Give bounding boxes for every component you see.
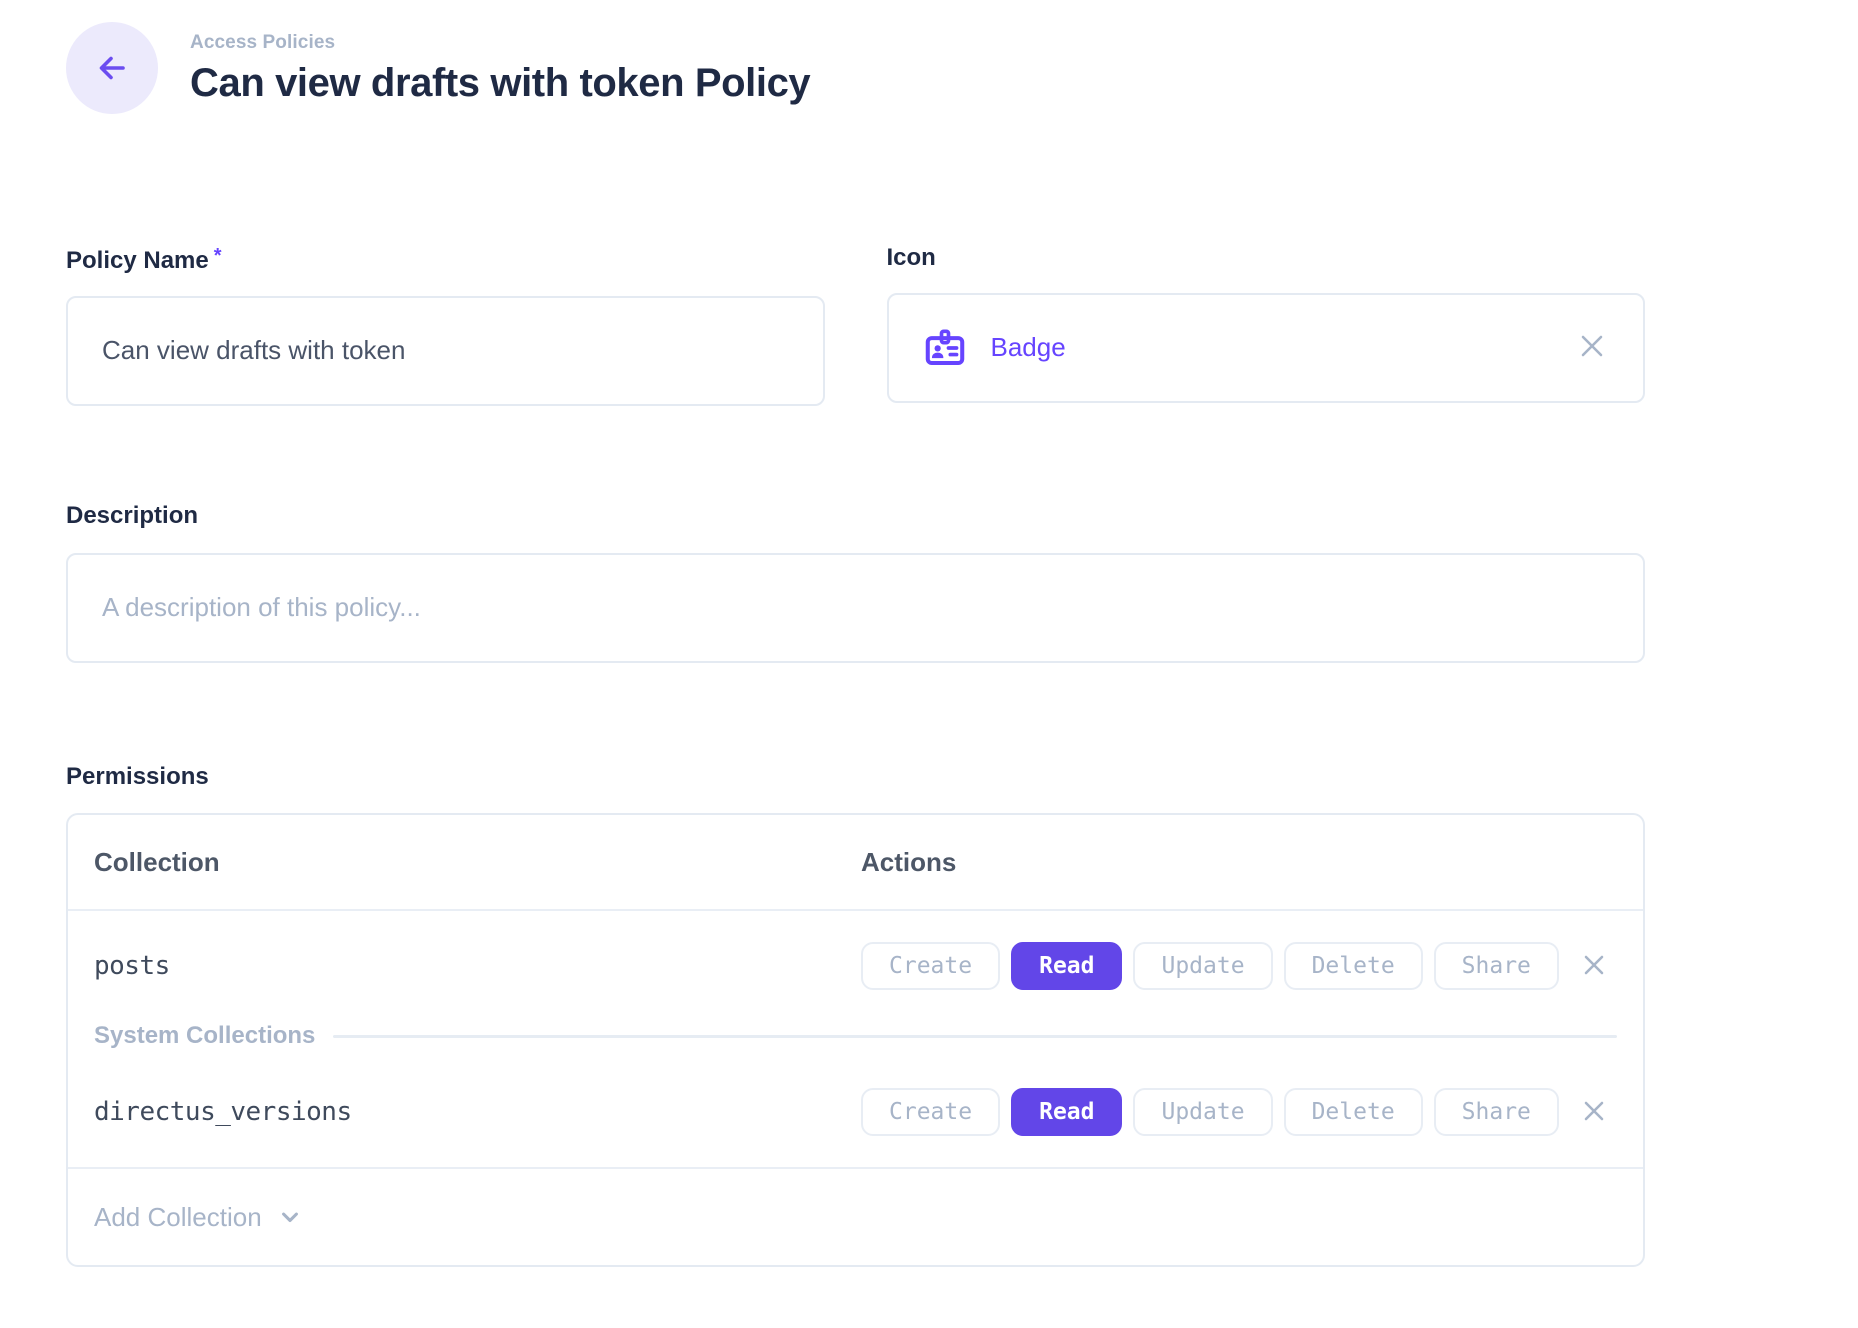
remove-permission-button[interactable] xyxy=(1579,1096,1609,1129)
breadcrumb: Access Policies xyxy=(190,31,336,53)
system-collections-label: System Collections xyxy=(94,1022,316,1050)
permission-collection-name: posts xyxy=(94,951,170,982)
fields-row: Policy Name* Icon Ba xyxy=(66,244,1645,406)
description-input-box xyxy=(66,552,1645,663)
add-collection-label: Add Collection xyxy=(94,1201,262,1232)
close-icon xyxy=(1579,1096,1609,1129)
description-field-group: Description xyxy=(66,502,1645,663)
icon-field-group: Icon Badge xyxy=(886,244,1645,406)
description-label: Description xyxy=(66,501,199,529)
action-toggle-update[interactable]: Update xyxy=(1133,942,1273,991)
page-header: Access Policies Can view drafts with tok… xyxy=(66,0,1645,114)
close-icon xyxy=(1575,329,1609,366)
action-toggle-update[interactable]: Update xyxy=(1133,1088,1273,1137)
icon-clear-button[interactable] xyxy=(1575,329,1609,366)
action-toggle-share[interactable]: Share xyxy=(1433,942,1559,991)
column-header-collection: Collection xyxy=(94,846,220,877)
remove-permission-button[interactable] xyxy=(1579,950,1609,983)
action-toggle-create[interactable]: Create xyxy=(861,942,1001,991)
icon-select-box[interactable]: Badge xyxy=(886,292,1645,403)
page-title: Can view drafts with token Policy xyxy=(190,60,811,105)
back-button[interactable] xyxy=(66,22,158,114)
permissions-rows: posts Create Read Update Delete Share System… xyxy=(68,911,1643,1167)
action-toggle-read[interactable]: Read xyxy=(1011,942,1123,991)
system-collections-divider: System Collections xyxy=(68,1015,1643,1057)
header-text: Access Policies Can view drafts with tok… xyxy=(190,31,811,105)
permission-actions: Create Read Update Delete Share xyxy=(861,942,1617,991)
action-toggle-share[interactable]: Share xyxy=(1433,1088,1559,1137)
permission-actions: Create Read Update Delete Share xyxy=(861,1088,1617,1137)
policy-name-field-group: Policy Name * xyxy=(66,244,825,406)
permission-collection-name: directus_versions xyxy=(94,1097,352,1128)
icon-label: Icon xyxy=(886,244,936,271)
action-toggle-create[interactable]: Create xyxy=(861,1088,1001,1137)
description-input[interactable] xyxy=(100,591,1611,625)
divider-line xyxy=(333,1034,1617,1038)
column-header-actions: Actions xyxy=(861,846,957,877)
policy-edit-page: Access Policies Can view drafts with tok… xyxy=(66,0,1645,1268)
action-toggle-delete[interactable]: Delete xyxy=(1283,1088,1423,1137)
icon-selected-value: Badge xyxy=(990,332,1066,363)
chevron-down-icon xyxy=(276,1203,304,1231)
policy-name-label: Policy Name * xyxy=(66,245,222,274)
policy-name-input-box xyxy=(66,295,825,406)
badge-icon xyxy=(923,326,967,370)
close-icon xyxy=(1579,950,1609,983)
permissions-table-header: Collection Actions xyxy=(68,815,1643,912)
permissions-table: Collection Actions posts Create Read Updat… xyxy=(66,813,1645,1268)
permission-row: directus_versions Create Read Update Delete… xyxy=(68,1057,1643,1167)
action-toggle-read[interactable]: Read xyxy=(1011,1088,1123,1137)
permission-row: posts Create Read Update Delete Share xyxy=(68,911,1643,1021)
add-collection-button[interactable]: Add Collection xyxy=(68,1167,1643,1265)
required-asterisk: * xyxy=(213,245,222,267)
policy-name-input[interactable] xyxy=(100,334,791,368)
permissions-section: Permissions Collection Actions posts Cre… xyxy=(66,763,1645,1268)
permissions-label: Permissions xyxy=(66,762,209,790)
arrow-left-icon xyxy=(93,49,131,87)
action-toggle-delete[interactable]: Delete xyxy=(1283,942,1423,991)
